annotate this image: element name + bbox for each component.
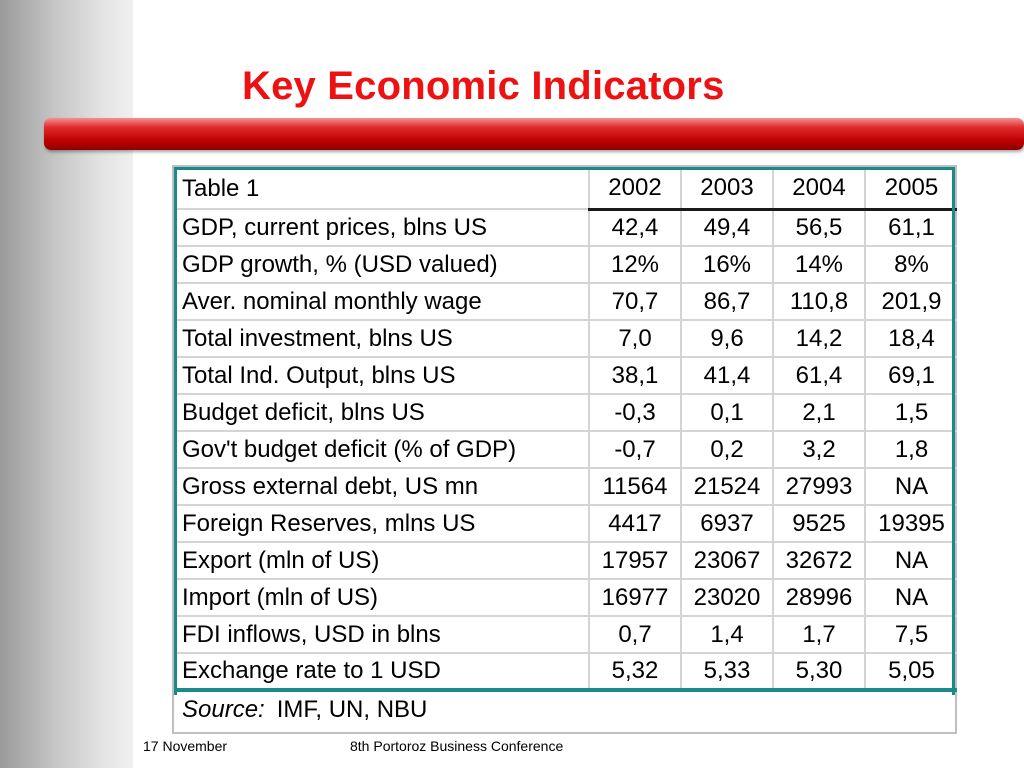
table-row: FDI inflows, USD in blns 0,7 1,4 1,7 7,5 (176, 616, 957, 654)
row-label: GDP, current prices, blns US (176, 209, 590, 247)
value-cell: 5,05 (865, 653, 957, 692)
table-row: GDP growth, % (USD valued) 12% 16% 14% 8% (176, 246, 957, 284)
value-cell: 110,8 (773, 283, 866, 321)
row-label: GDP growth, % (USD valued) (176, 246, 590, 284)
value-cell: NA (865, 542, 957, 580)
source-row: Source: IMF, UN, NBU (176, 690, 957, 728)
value-cell: 56,5 (773, 209, 866, 247)
table-row: Foreign Reserves, mlns US 4417 6937 9525 193… (176, 505, 957, 543)
table-body: GDP, current prices, blns US 42,4 49,4 56,5… (176, 209, 957, 728)
row-label: Aver. nominal monthly wage (176, 283, 590, 321)
value-cell: 38,1 (589, 357, 682, 395)
value-cell: 7,5 (865, 616, 957, 654)
value-cell: NA (865, 579, 957, 617)
value-cell: 0,1 (681, 394, 774, 432)
footer-conference: 8th Portoroz Business Conference (350, 738, 564, 754)
value-cell: 201,9 (865, 283, 957, 321)
value-cell: 5,32 (589, 653, 682, 692)
value-cell: 61,4 (773, 357, 866, 395)
row-label: Gov't budget deficit (% of GDP) (176, 431, 590, 469)
value-cell: 2,1 (773, 394, 866, 432)
value-cell: 5,30 (773, 653, 866, 692)
value-cell: 4417 (589, 505, 682, 543)
year-header: 2003 (681, 169, 774, 211)
value-cell: 0,7 (589, 616, 682, 654)
value-cell: 1,8 (865, 431, 957, 469)
value-cell: 27993 (773, 468, 866, 506)
table-row: Export (mln of US) 17957 23067 32672 NA (176, 542, 957, 580)
row-label: Import (mln of US) (176, 579, 590, 617)
value-cell: -0,7 (589, 431, 682, 469)
value-cell: 6937 (681, 505, 774, 543)
value-cell: 8% (865, 246, 957, 284)
table-row: Gov't budget deficit (% of GDP) -0,7 0,2 3,… (176, 431, 957, 469)
value-cell: 23020 (681, 579, 774, 617)
source-text: IMF, UN, NBU (276, 696, 428, 723)
value-cell: 3,2 (773, 431, 866, 469)
row-label: Total Ind. Output, blns US (176, 357, 590, 395)
row-label: Exchange rate to 1 USD (176, 653, 590, 692)
source-label: Source: (182, 696, 265, 723)
table-row: Import (mln of US) 16977 23020 28996 NA (176, 579, 957, 617)
table-row: Budget deficit, blns US -0,3 0,1 2,1 1,5 (176, 394, 957, 432)
footer-date: 17 November (143, 738, 228, 754)
value-cell: 21524 (681, 468, 774, 506)
year-header: 2002 (589, 169, 682, 211)
value-cell: 1,5 (865, 394, 957, 432)
value-cell: 28996 (773, 579, 866, 617)
value-cell: 9,6 (681, 320, 774, 358)
source-cell: Source: IMF, UN, NBU (176, 690, 957, 728)
value-cell: 61,1 (865, 209, 957, 247)
row-label: FDI inflows, USD in blns (176, 616, 590, 654)
table-caption: Table 1 (176, 169, 590, 210)
value-cell: 23067 (681, 542, 774, 580)
value-cell: 1,4 (681, 616, 774, 654)
value-cell: 86,7 (681, 283, 774, 321)
value-cell: 16977 (589, 579, 682, 617)
value-cell: -0,3 (589, 394, 682, 432)
value-cell: 5,33 (681, 653, 774, 692)
value-cell: 70,7 (589, 283, 682, 321)
slide-title: Key Economic Indicators (242, 64, 725, 108)
table-row: Aver. nominal monthly wage 70,7 86,7 110,8 2… (176, 283, 957, 321)
value-cell: 41,4 (681, 357, 774, 395)
year-header: 2004 (773, 169, 866, 211)
indicator-table: Table 1 2002 2003 2004 2005 GDP, current… (176, 169, 957, 728)
value-cell: 42,4 (589, 209, 682, 247)
value-cell: 14,2 (773, 320, 866, 358)
row-label: Gross external debt, US mn (176, 468, 590, 506)
row-label: Total investment, blns US (176, 320, 590, 358)
value-cell: 1,7 (773, 616, 866, 654)
row-label: Export (mln of US) (176, 542, 590, 580)
value-cell: 9525 (773, 505, 866, 543)
value-cell: 32672 (773, 542, 866, 580)
value-cell: 49,4 (681, 209, 774, 247)
value-cell: 12% (589, 246, 682, 284)
value-cell: NA (865, 468, 957, 506)
value-cell: 16% (681, 246, 774, 284)
left-gradient-band (0, 0, 133, 768)
value-cell: 17957 (589, 542, 682, 580)
row-label: Budget deficit, blns US (176, 394, 590, 432)
value-cell: 0,2 (681, 431, 774, 469)
table-header-row: Table 1 2002 2003 2004 2005 (176, 169, 957, 211)
value-cell: 7,0 (589, 320, 682, 358)
table-row: Total investment, blns US 7,0 9,6 14,2 18,4 (176, 320, 957, 358)
value-cell: 14% (773, 246, 866, 284)
year-header: 2005 (865, 169, 957, 211)
table-row: Total Ind. Output, blns US 38,1 41,4 61,4 69… (176, 357, 957, 395)
table-row: GDP, current prices, blns US 42,4 49,4 56,5… (176, 209, 957, 247)
value-cell: 18,4 (865, 320, 957, 358)
value-cell: 11564 (589, 468, 682, 506)
table-row: Exchange rate to 1 USD 5,32 5,33 5,30 5,05 (176, 653, 957, 692)
indicator-table-container: Table 1 2002 2003 2004 2005 GDP, current… (172, 165, 957, 734)
value-cell: 69,1 (865, 357, 957, 395)
row-label: Foreign Reserves, mlns US (176, 505, 590, 543)
value-cell: 19395 (865, 505, 957, 543)
title-underline-bar (44, 118, 1024, 150)
table-row: Gross external debt, US mn 11564 21524 2799… (176, 468, 957, 506)
